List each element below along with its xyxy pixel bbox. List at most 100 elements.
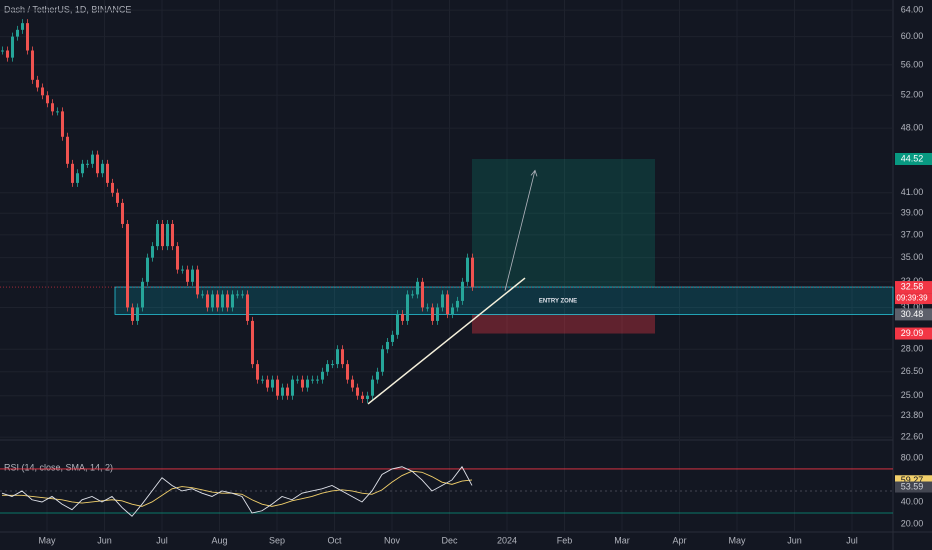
rsi-tick-label: 40.00 — [901, 496, 924, 506]
chart-title: Dash / TetherUS, 1D, BINANCE — [4, 4, 131, 14]
y-tick-label: 41.00 — [901, 187, 924, 197]
x-tick-label: Aug — [211, 535, 227, 545]
price-tag — [895, 327, 932, 340]
candle — [176, 246, 179, 270]
candle — [426, 307, 429, 309]
candle — [301, 379, 304, 388]
candle — [196, 269, 199, 295]
candle — [411, 294, 414, 296]
y-tick-label: 56.00 — [901, 59, 924, 69]
candle — [356, 387, 359, 396]
candle — [226, 294, 229, 308]
candle — [191, 269, 194, 282]
price-tag-label: 30.48 — [901, 309, 924, 319]
rsi-label: RSI (14, close, SMA, 14, 2) — [4, 462, 113, 472]
candle — [151, 246, 154, 258]
candle — [281, 387, 284, 396]
candle — [116, 192, 119, 203]
candle — [221, 294, 224, 308]
candle — [21, 23, 24, 30]
candle — [316, 379, 319, 381]
candle — [11, 36, 14, 58]
candle — [166, 223, 169, 247]
candle — [306, 379, 309, 388]
candle — [446, 294, 449, 315]
candle — [361, 395, 364, 399]
candle — [391, 334, 394, 342]
candle — [386, 341, 389, 350]
x-tick-label: May — [728, 535, 746, 545]
rsi-tag — [895, 481, 932, 493]
candle — [161, 223, 164, 247]
candle — [326, 364, 329, 372]
candle — [461, 281, 464, 301]
x-tick-label: Sep — [269, 535, 285, 545]
price-tag — [895, 281, 932, 294]
rsi-tag-label: 53.59 — [901, 481, 924, 491]
candle — [171, 223, 174, 247]
x-tick-label: Mar — [614, 535, 630, 545]
candle — [76, 173, 79, 183]
rsi-tick-label: 80.00 — [901, 452, 924, 462]
candle — [61, 111, 64, 137]
x-tick-label: Jul — [846, 535, 858, 545]
candle — [51, 103, 54, 112]
rsi-tag-label: 59.27 — [901, 475, 924, 485]
candle — [66, 136, 69, 164]
candle — [131, 307, 134, 321]
price-tag-label: 29.09 — [901, 328, 924, 338]
x-tick-label: Apr — [672, 535, 686, 545]
x-tick-label: Jun — [787, 535, 802, 545]
candle — [431, 307, 434, 321]
y-tick-label: 23.80 — [901, 410, 924, 420]
candle — [86, 163, 89, 165]
candle — [36, 79, 39, 88]
x-tick-label: Jun — [97, 535, 112, 545]
candle — [206, 294, 209, 308]
candle — [181, 269, 184, 271]
candle — [261, 379, 264, 381]
candle — [216, 294, 219, 308]
candle — [321, 371, 324, 380]
y-tick-label: 52.00 — [901, 90, 924, 100]
candle — [371, 379, 374, 396]
y-tick-label: 60.00 — [901, 31, 924, 41]
candle — [1, 50, 4, 52]
y-tick-label: 35.00 — [901, 252, 924, 262]
candle — [471, 257, 474, 287]
x-tick-label: May — [38, 535, 56, 545]
y-tick-label: 64.00 — [901, 5, 924, 15]
candle — [311, 379, 314, 381]
candle — [111, 182, 114, 193]
candle — [201, 294, 204, 296]
candle — [71, 163, 74, 183]
trendline — [367, 277, 526, 405]
candle — [146, 257, 149, 282]
candle — [106, 163, 109, 183]
price-tag-label: 44.52 — [901, 153, 924, 163]
rsi-line — [1, 465, 473, 517]
x-tick-label: Feb — [557, 535, 573, 545]
candle — [41, 87, 44, 96]
x-tick-label: 2024 — [497, 535, 517, 545]
stop-zone — [472, 314, 655, 334]
candle — [156, 223, 159, 247]
candle — [291, 379, 294, 396]
countdown: 09:39:39 — [896, 294, 928, 303]
candle — [286, 387, 289, 396]
candle — [101, 163, 104, 174]
candle — [186, 269, 189, 282]
candle — [31, 50, 34, 80]
candle — [336, 349, 339, 365]
target-zone — [472, 158, 655, 288]
candle — [141, 281, 144, 308]
price-tag — [895, 152, 932, 165]
y-tick-label: 28.00 — [901, 344, 924, 354]
rsi-tag — [895, 475, 932, 487]
candle — [16, 29, 19, 37]
candle — [256, 364, 259, 380]
candle — [341, 349, 344, 365]
candle — [211, 294, 214, 308]
candle — [241, 294, 244, 296]
